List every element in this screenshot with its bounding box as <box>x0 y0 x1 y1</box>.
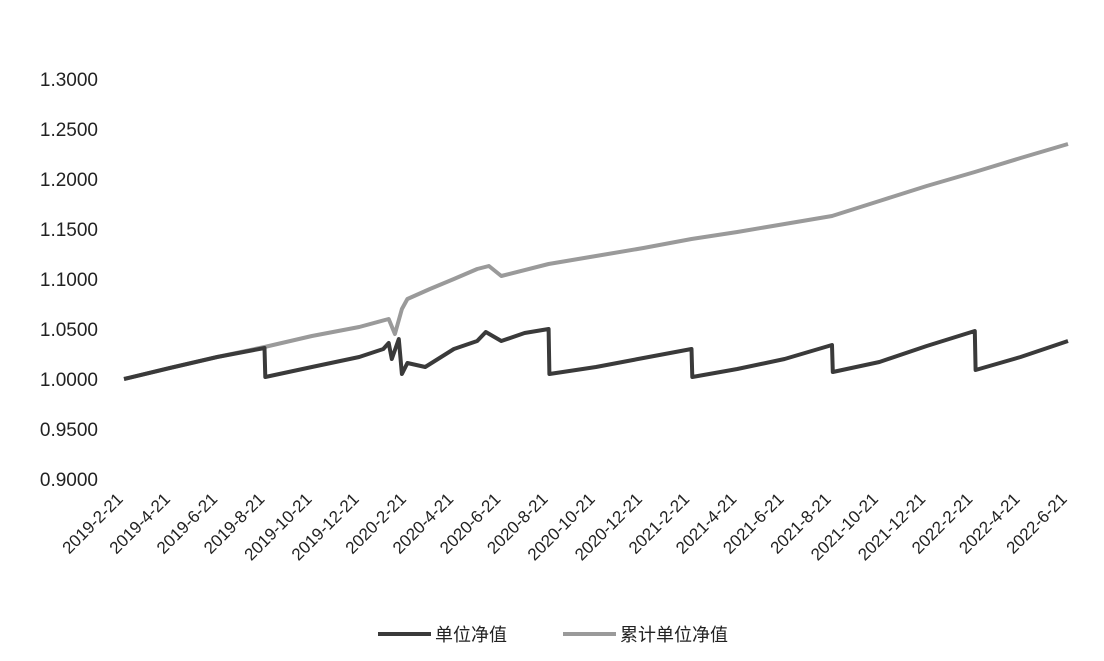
series-line <box>123 142 1069 381</box>
y-tick-label: 0.9500 <box>40 420 98 441</box>
legend-label-cumulative-nav: 累计单位净值 <box>620 625 728 646</box>
y-tick-label: 1.1500 <box>40 220 98 241</box>
y-tick-label: 1.3000 <box>40 70 98 91</box>
x-axis-tick-labels: 2019-2-212019-4-212019-6-212019-8-212019… <box>59 489 1071 564</box>
series-lines <box>123 142 1069 381</box>
y-tick-label: 1.2500 <box>40 120 98 141</box>
y-axis-tick-labels: 0.9000 0.9500 1.0000 1.0500 1.1000 1.1500 1.20… <box>40 70 98 491</box>
y-tick-label: 1.0000 <box>40 370 98 391</box>
y-tick-label: 0.9000 <box>40 470 98 491</box>
legend: 单位净值 累计单位净值 <box>378 625 728 646</box>
series-line <box>123 327 1069 381</box>
y-tick-label: 1.1000 <box>40 270 98 291</box>
y-tick-label: 1.2000 <box>40 170 98 191</box>
y-tick-label: 1.0500 <box>40 320 98 341</box>
legend-label-unit-nav: 单位净值 <box>435 625 507 646</box>
